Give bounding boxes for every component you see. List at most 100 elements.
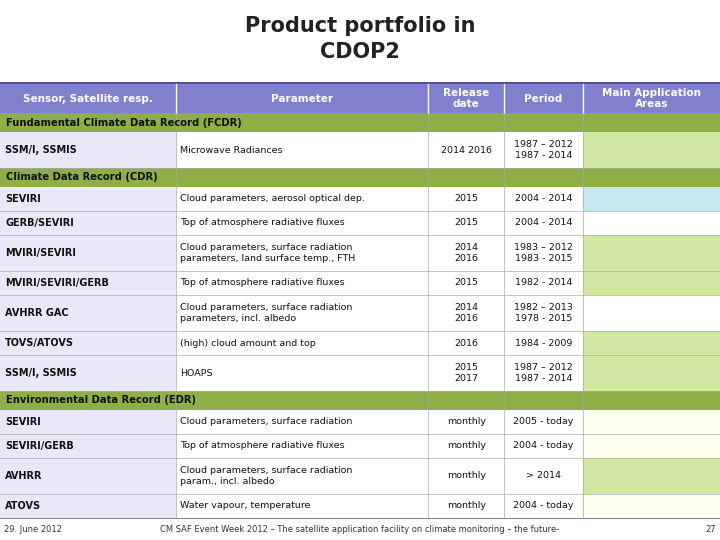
Bar	[504, 235, 583, 271]
Bar	[0, 494, 176, 518]
Text: monthly: monthly	[446, 502, 486, 510]
Bar	[176, 458, 428, 494]
Text: TOVS/ATOVS: TOVS/ATOVS	[5, 338, 74, 348]
Bar	[428, 494, 504, 518]
Bar	[504, 434, 583, 458]
Text: 1982 - 2014: 1982 - 2014	[515, 279, 572, 287]
Text: 1982 – 2013
1978 - 2015: 1982 – 2013 1978 - 2015	[514, 303, 573, 323]
Text: 1983 – 2012
1983 - 2015: 1983 – 2012 1983 - 2015	[514, 243, 573, 262]
Bar	[176, 355, 428, 391]
Text: Fundamental Climate Data Record (FCDR): Fundamental Climate Data Record (FCDR)	[6, 118, 242, 127]
Text: CM SAF Event Week 2012 – The satellite application facility on climate monitorin: CM SAF Event Week 2012 – The satellite a…	[161, 524, 559, 534]
Bar	[176, 271, 428, 295]
Text: Parameter: Parameter	[271, 93, 333, 104]
Text: Top of atmosphere radiative fluxes: Top of atmosphere radiative fluxes	[181, 279, 345, 287]
Bar	[176, 295, 428, 331]
Bar	[428, 434, 504, 458]
Text: 1984 - 2009: 1984 - 2009	[515, 339, 572, 348]
Text: AVHRR: AVHRR	[5, 471, 42, 481]
Bar	[583, 331, 720, 355]
Bar	[583, 494, 720, 518]
Bar	[504, 458, 583, 494]
Text: 1987 – 2012
1987 - 2014: 1987 – 2012 1987 - 2014	[514, 140, 573, 160]
Bar	[0, 295, 176, 331]
Bar	[428, 295, 504, 331]
Bar	[0, 113, 720, 132]
Bar	[504, 295, 583, 331]
Bar	[0, 168, 720, 187]
Bar	[428, 271, 504, 295]
Bar	[176, 211, 428, 235]
Bar	[428, 410, 504, 434]
Bar	[176, 235, 428, 271]
Bar	[176, 434, 428, 458]
Text: SSM/I, SSMIS: SSM/I, SSMIS	[5, 145, 77, 155]
Bar	[583, 458, 720, 494]
Text: SEVIRI: SEVIRI	[5, 194, 41, 204]
Text: SSM/I, SSMIS: SSM/I, SSMIS	[5, 368, 77, 378]
Bar	[583, 434, 720, 458]
Text: Main Application
Areas: Main Application Areas	[602, 88, 701, 110]
Bar	[176, 132, 428, 168]
Text: CDOP2: CDOP2	[320, 42, 400, 62]
Bar	[428, 331, 504, 355]
Text: ATOVS: ATOVS	[5, 501, 41, 511]
Text: Sensor, Satellite resp.: Sensor, Satellite resp.	[23, 93, 153, 104]
Bar	[0, 355, 176, 391]
Bar	[428, 187, 504, 211]
Bar	[428, 235, 504, 271]
Text: Cloud parameters, surface radiation
parameters, incl. albedo: Cloud parameters, surface radiation para…	[181, 303, 353, 323]
Text: 27: 27	[706, 524, 716, 534]
Bar	[0, 132, 176, 168]
Bar	[0, 235, 176, 271]
Text: 2004 - today: 2004 - today	[513, 502, 574, 510]
Text: (high) cloud amount and top: (high) cloud amount and top	[181, 339, 316, 348]
Bar	[583, 132, 720, 168]
Bar	[583, 271, 720, 295]
Bar	[504, 271, 583, 295]
Bar	[0, 82, 720, 84]
Text: > 2014: > 2014	[526, 471, 561, 481]
Bar	[504, 410, 583, 434]
Text: SEVIRI/GERB: SEVIRI/GERB	[5, 441, 73, 451]
Text: monthly: monthly	[446, 442, 486, 450]
Text: monthly: monthly	[446, 417, 486, 427]
Text: HOAPS: HOAPS	[181, 368, 213, 377]
Text: 2015: 2015	[454, 279, 478, 287]
Bar	[176, 494, 428, 518]
Bar	[583, 410, 720, 434]
Text: monthly: monthly	[446, 471, 486, 481]
Bar	[0, 458, 176, 494]
Text: 29. June 2012: 29. June 2012	[4, 524, 62, 534]
Bar	[504, 211, 583, 235]
Text: 2004 - 2014: 2004 - 2014	[515, 219, 572, 227]
Bar	[504, 331, 583, 355]
Text: 2004 - 2014: 2004 - 2014	[515, 194, 572, 204]
Bar	[428, 211, 504, 235]
Bar	[176, 187, 428, 211]
Text: 2015: 2015	[454, 219, 478, 227]
Text: GERB/SEVIRI: GERB/SEVIRI	[5, 218, 73, 228]
Bar	[504, 187, 583, 211]
Text: MVIRI/SEVIRI/GERB: MVIRI/SEVIRI/GERB	[5, 278, 109, 288]
Bar	[428, 458, 504, 494]
Text: 2015
2017: 2015 2017	[454, 363, 478, 383]
Bar	[428, 355, 504, 391]
Text: 2005 - today: 2005 - today	[513, 417, 574, 427]
Text: Cloud parameters, surface radiation
param., incl. albedo: Cloud parameters, surface radiation para…	[181, 466, 353, 485]
Text: 2004 - today: 2004 - today	[513, 442, 574, 450]
Bar	[583, 235, 720, 271]
Bar	[428, 132, 504, 168]
Text: Environmental Data Record (EDR): Environmental Data Record (EDR)	[6, 395, 196, 406]
Bar	[583, 187, 720, 211]
Bar	[0, 84, 720, 113]
Bar	[583, 211, 720, 235]
Text: Product portfolio in: Product portfolio in	[245, 16, 475, 36]
Text: 2016: 2016	[454, 339, 478, 348]
Text: Period: Period	[524, 93, 563, 104]
Bar	[0, 434, 176, 458]
Text: Microwave Radiances: Microwave Radiances	[181, 146, 283, 154]
Text: 2015: 2015	[454, 194, 478, 204]
Text: 2014 2016: 2014 2016	[441, 146, 492, 154]
Text: Cloud parameters, aerosol optical dep.: Cloud parameters, aerosol optical dep.	[181, 194, 365, 204]
